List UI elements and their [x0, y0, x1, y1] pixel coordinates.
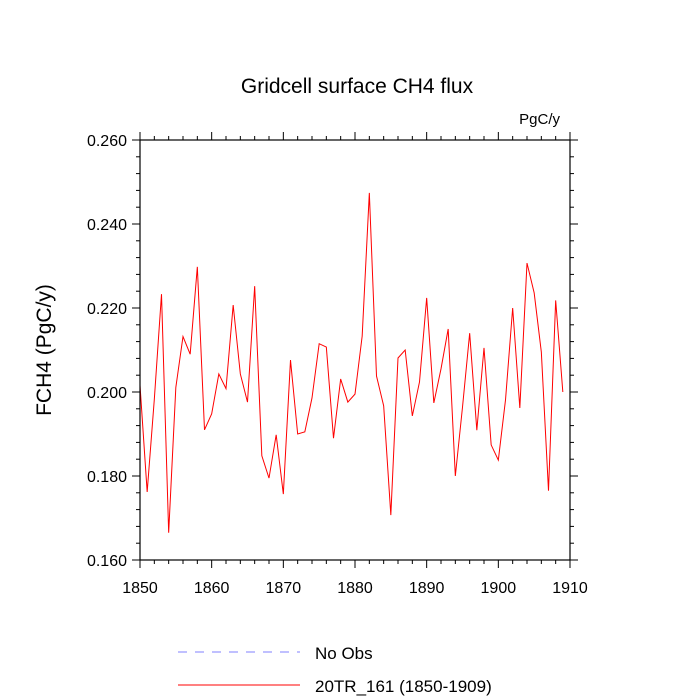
x-tick-label: 1860 — [194, 580, 230, 597]
y-axis-label: FCH4 (PgC/y) — [33, 284, 56, 416]
tick-labels: 1850 1860 1870 1880 1890 1900 1910 0.160 0.180 0.… — [87, 133, 588, 597]
x-tick-label: 1870 — [266, 580, 302, 597]
x-tick-label: 1850 — [122, 580, 158, 597]
y-tick-label: 0.220 — [87, 301, 127, 318]
y-tick-label: 0.160 — [87, 553, 127, 570]
chart-title: Gridcell surface CH4 flux — [241, 75, 474, 98]
legend-label-model: 20TR_161 (1850-1909) — [315, 677, 492, 696]
x-tick-label: 1890 — [409, 580, 445, 597]
y-tick-label: 0.260 — [87, 133, 127, 150]
x-tick-label: 1900 — [481, 580, 517, 597]
plot-frame — [139, 139, 571, 561]
legend: No Obs 20TR_161 (1850-1909) — [178, 644, 492, 696]
x-tick-label: 1880 — [337, 580, 373, 597]
units-label: PgC/y — [519, 111, 560, 128]
y-tick-label: 0.200 — [87, 385, 127, 402]
x-tick-label: 1910 — [552, 580, 588, 597]
y-tick-label: 0.180 — [87, 469, 127, 486]
axis-ticks — [132, 132, 578, 568]
y-tick-label: 0.240 — [87, 217, 127, 234]
legend-label-no-obs: No Obs — [315, 644, 373, 663]
series-line — [140, 192, 564, 533]
